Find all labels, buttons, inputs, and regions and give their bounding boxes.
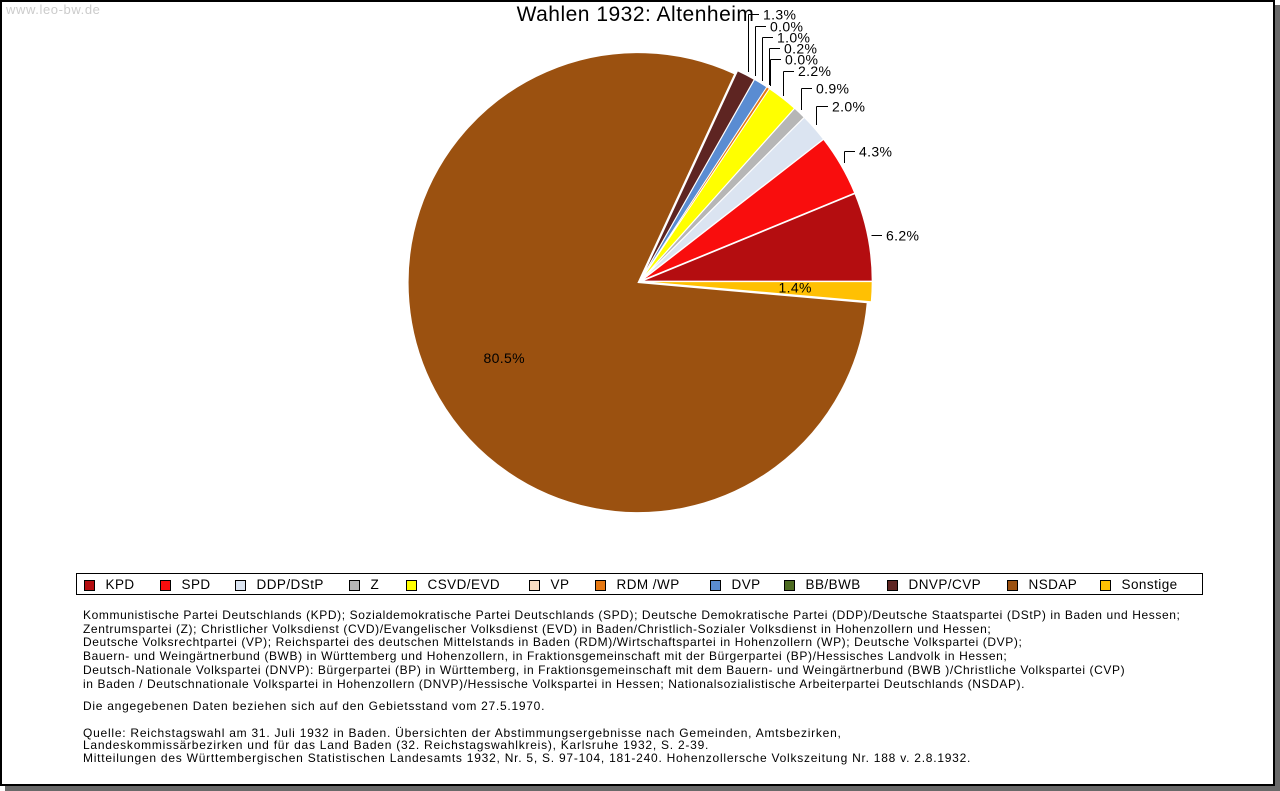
svg-text:0.0%: 0.0% (770, 18, 803, 34)
svg-text:2.0%: 2.0% (832, 98, 865, 114)
svg-text:1.3%: 1.3% (763, 6, 796, 22)
svg-text:2.2%: 2.2% (798, 63, 831, 79)
svg-text:4.3%: 4.3% (859, 143, 892, 159)
svg-text:0.9%: 0.9% (816, 80, 849, 96)
svg-text:80.5%: 80.5% (484, 350, 525, 366)
svg-text:6.2%: 6.2% (886, 227, 919, 243)
svg-text:1.4%: 1.4% (779, 280, 812, 296)
svg-text:1.0%: 1.0% (777, 29, 810, 45)
svg-text:0.0%: 0.0% (785, 51, 818, 67)
svg-text:0.2%: 0.2% (784, 40, 817, 56)
